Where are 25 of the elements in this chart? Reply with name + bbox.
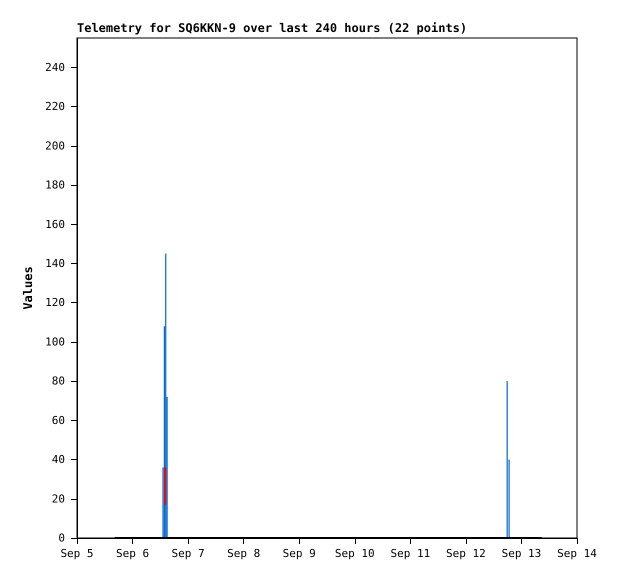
- x-tick-label: Sep 11: [390, 547, 430, 560]
- y-tick-label: 120: [45, 296, 65, 310]
- x-tick-label: Sep 5: [60, 547, 94, 560]
- x-tick-label: Sep 13: [502, 547, 542, 560]
- y-tick-label: 40: [52, 453, 65, 466]
- y-tick-label: 60: [52, 414, 65, 427]
- y-tick-label: 140: [45, 256, 65, 270]
- y-tick-label: 180: [45, 178, 65, 192]
- y-axis-title: Values: [21, 266, 36, 310]
- x-tick-label: Sep 9: [282, 547, 316, 560]
- y-tick-label: 0: [58, 532, 65, 544]
- y-tick-label: 100: [45, 335, 65, 348]
- chart-title: Telemetry for SQ6KKN-9 over last 240 hours (22 points): [77, 21, 468, 35]
- y-tick-label: 220: [45, 100, 65, 114]
- x-tick-label: Sep 12: [446, 547, 486, 560]
- y-tick-label: 240: [45, 60, 65, 74]
- x-tick-label: Sep 14: [557, 547, 598, 560]
- y-tick-label: 20: [52, 492, 65, 506]
- y-tick-label: 200: [45, 139, 65, 152]
- x-tick-label: Sep 10: [334, 547, 375, 560]
- y-tick-label: 160: [45, 218, 65, 231]
- y-tick-label: 80: [52, 374, 65, 388]
- x-tick-label: Sep 6: [116, 547, 150, 560]
- x-tick-label: Sep 7: [172, 547, 205, 560]
- x-tick-label: Sep 8: [227, 547, 260, 560]
